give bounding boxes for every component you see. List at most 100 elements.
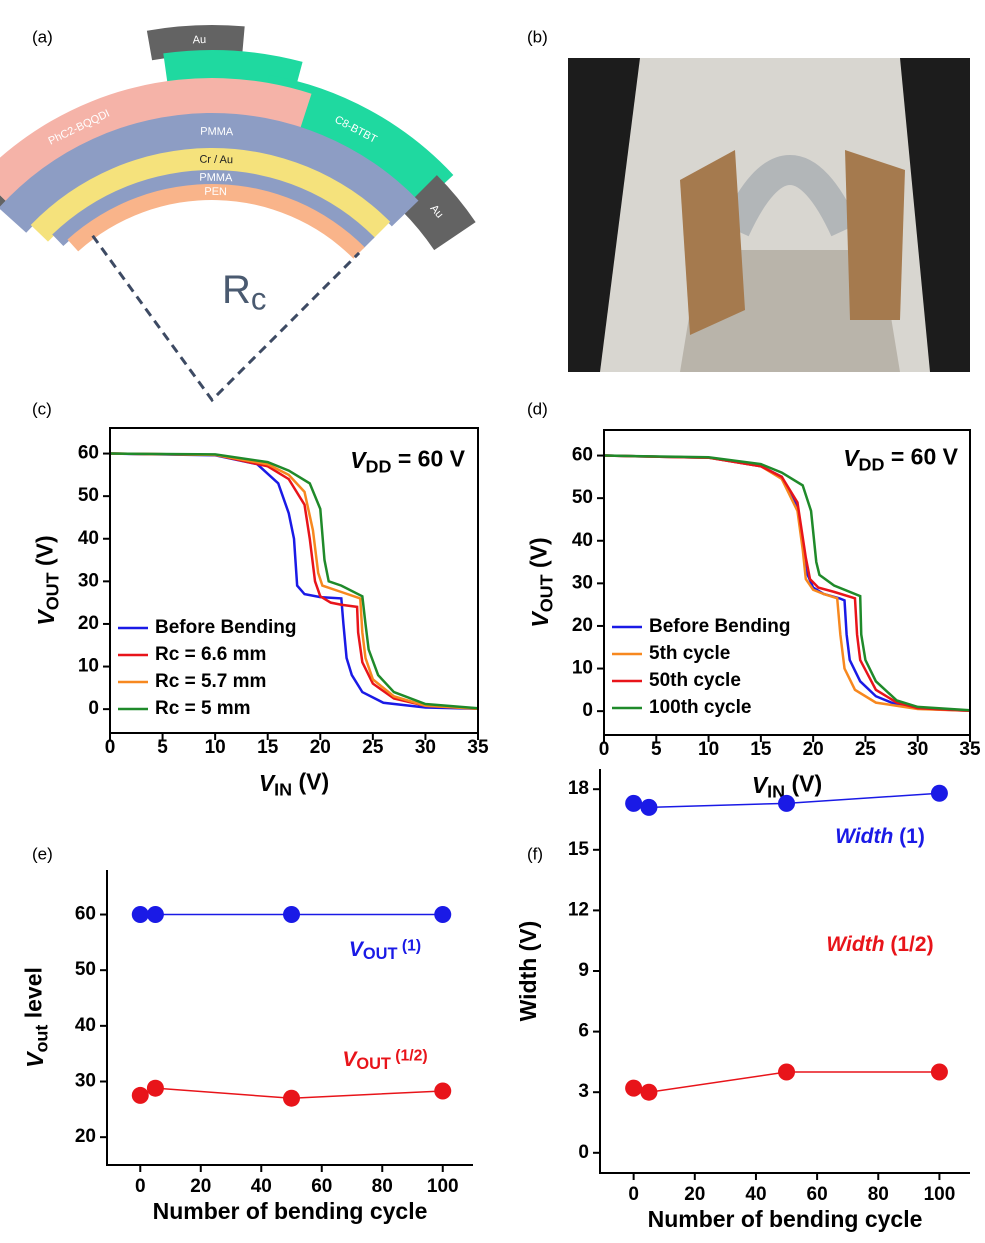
- text-part: OUT: [536, 574, 556, 612]
- y-tick-label: 30: [75, 1071, 96, 1092]
- figure: AuAuAuPhC2-BQQDIC8-BTBTPMMACr / AuPMMAPE…: [0, 0, 985, 1238]
- y-axis-label: Vout level: [21, 967, 52, 1068]
- legend-label: Rc = 5 mm: [155, 698, 251, 719]
- legend-label: Before Bending: [649, 616, 790, 637]
- y-tick-label: 3: [578, 1081, 589, 1102]
- y-tick-label: 20: [572, 615, 593, 636]
- x-tick-label: 10: [205, 737, 226, 758]
- text-part: OUT: [363, 945, 398, 963]
- point: [147, 906, 164, 923]
- y-tick-label: 30: [572, 572, 593, 593]
- point: [283, 906, 300, 923]
- point: [132, 1087, 149, 1104]
- layer-label: PMMA: [200, 126, 234, 139]
- x-tick-label: 0: [135, 1176, 146, 1197]
- legend-label: Rc = 6.6 mm: [155, 644, 266, 665]
- point: [625, 795, 642, 812]
- photo: [568, 58, 970, 372]
- series-label: VOUT (1): [349, 937, 421, 963]
- point: [625, 1080, 642, 1097]
- x-tick-label: 30: [415, 737, 436, 758]
- point: [434, 1082, 451, 1099]
- layer-label: Au: [192, 34, 206, 46]
- legend-label: Rc = 5.7 mm: [155, 671, 266, 692]
- text-part: IN: [274, 779, 292, 799]
- y-axis-label: VOUT (V): [32, 535, 63, 625]
- text-part: DD: [859, 454, 885, 474]
- x-tick-label: 20: [190, 1176, 211, 1197]
- text-part: (1): [893, 825, 925, 848]
- text-part: (V): [292, 769, 329, 795]
- y-tick-label: 9: [578, 960, 589, 981]
- y-axis-label: VOUT (V): [526, 537, 557, 627]
- x-tick-label: 20: [803, 739, 824, 760]
- x-tick-label: 35: [467, 737, 489, 758]
- point: [778, 1064, 795, 1081]
- point: [283, 1090, 300, 1107]
- text-part: level: [21, 967, 47, 1025]
- text-part: (V): [785, 771, 822, 797]
- x-tick-label: 60: [807, 1184, 828, 1205]
- x-tick-label: 40: [251, 1176, 272, 1197]
- point: [931, 1064, 948, 1081]
- x-tick-label: 5: [157, 737, 168, 758]
- panel-label: (f): [527, 844, 543, 863]
- y-tick-label: 12: [568, 899, 589, 920]
- x-tick-label: 15: [257, 737, 279, 758]
- annotation: VDD = 60 V: [843, 444, 958, 475]
- y-tick-label: 18: [568, 778, 589, 799]
- point: [132, 906, 149, 923]
- y-tick-label: 0: [582, 700, 593, 721]
- y-axis-label: Width (V): [515, 921, 541, 1022]
- point: [640, 799, 657, 816]
- panel-label: (a): [32, 27, 53, 46]
- chart: 010203040506005101520253035Before Bendin…: [526, 430, 981, 801]
- x-tick-label: 0: [599, 739, 610, 760]
- x-tick-label: 100: [427, 1176, 459, 1197]
- y-tick-label: 10: [78, 656, 99, 677]
- y-tick-label: 40: [75, 1015, 96, 1036]
- text-part: R: [222, 268, 251, 312]
- series-label: VOUT (1/2): [342, 1047, 427, 1073]
- point: [931, 785, 948, 802]
- y-tick-label: 60: [572, 445, 593, 466]
- x-tick-label: 20: [684, 1184, 705, 1205]
- legend-label: Before Bending: [155, 617, 296, 638]
- legend-label: 50th cycle: [649, 670, 741, 691]
- annotation: VDD = 60 V: [350, 446, 465, 477]
- point: [147, 1080, 164, 1097]
- x-tick-label: 20: [310, 737, 331, 758]
- x-tick-label: 25: [855, 739, 877, 760]
- text-part: c: [251, 282, 267, 317]
- point: [778, 795, 795, 812]
- panel-label: (c): [32, 399, 52, 418]
- x-tick-label: 0: [105, 737, 116, 758]
- point: [640, 1084, 657, 1101]
- y-tick-label: 50: [78, 485, 99, 506]
- x-tick-label: 40: [745, 1184, 766, 1205]
- text-part: (1): [397, 937, 421, 954]
- text-part: (1/2): [885, 933, 934, 956]
- x-axis-label: Number of bending cycle: [648, 1206, 923, 1232]
- x-tick-label: 15: [750, 739, 772, 760]
- y-tick-label: 50: [75, 959, 96, 980]
- text-part: (V): [32, 535, 58, 572]
- legend-label: 100th cycle: [649, 697, 751, 718]
- x-tick-label: 25: [362, 737, 384, 758]
- x-axis-label: Number of bending cycle: [153, 1198, 428, 1224]
- series-label: Width (1): [835, 825, 925, 848]
- x-axis-label: VIN (V): [259, 769, 329, 800]
- legend-label: 5th cycle: [649, 643, 730, 664]
- panel-label: (b): [527, 27, 548, 46]
- layer-label: Cr / Au: [199, 154, 233, 167]
- x-tick-label: 30: [907, 739, 928, 760]
- point: [434, 906, 451, 923]
- panel-label: (d): [527, 399, 548, 418]
- y-tick-label: 60: [78, 443, 99, 464]
- text-part: (1/2): [391, 1047, 428, 1064]
- layer-label: PMMA: [199, 172, 233, 185]
- y-tick-label: 0: [578, 1142, 589, 1163]
- y-tick-label: 10: [572, 658, 593, 679]
